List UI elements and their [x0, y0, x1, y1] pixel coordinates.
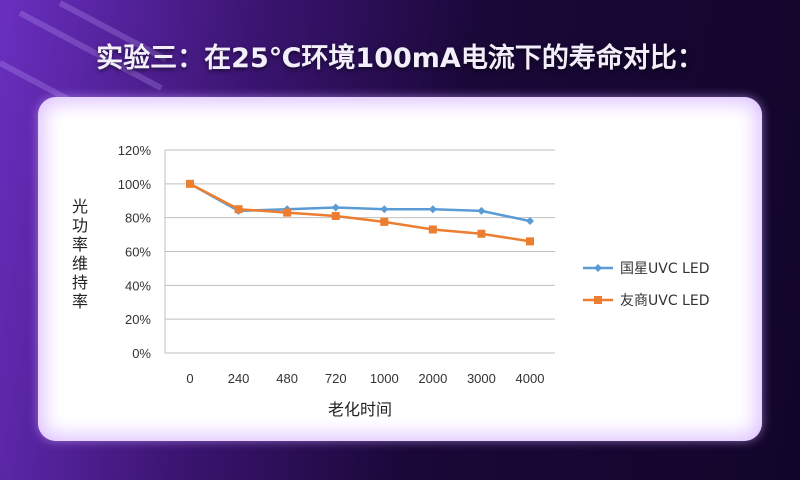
y-tick-label: 40%	[125, 278, 151, 293]
x-tick-label: 3000	[467, 371, 496, 386]
y-tick-label: 0%	[132, 346, 151, 361]
data-point	[331, 203, 340, 212]
legend-label: 友商UVC LED	[620, 293, 709, 309]
data-point	[234, 205, 243, 214]
y-tick-label: 80%	[125, 211, 151, 226]
y-tick-label: 60%	[125, 245, 151, 260]
slide-title: 实验三：在25℃环境100mA电流下的寿命对比：	[96, 43, 704, 74]
data-point	[380, 205, 389, 214]
y-axis-label-char: 光	[72, 197, 88, 216]
legend-marker	[594, 264, 602, 272]
x-tick-label: 1000	[370, 371, 399, 386]
data-point	[380, 217, 389, 226]
y-axis-label-char: 率	[72, 292, 88, 311]
y-axis-label-char: 持	[72, 273, 88, 292]
x-tick-label: 720	[325, 371, 347, 386]
y-tick-label: 100%	[118, 177, 152, 192]
data-point	[428, 225, 437, 234]
x-tick-label: 4000	[516, 371, 545, 386]
data-point	[477, 229, 486, 238]
x-tick-label: 480	[276, 371, 298, 386]
x-tick-label: 2000	[418, 371, 447, 386]
data-point	[186, 179, 194, 188]
y-axis-label-char: 维	[72, 254, 88, 273]
y-axis-label-char: 功	[72, 216, 88, 235]
series-line	[189, 182, 531, 243]
data-point	[283, 208, 292, 217]
legend-marker	[594, 296, 602, 304]
x-tick-label: 240	[228, 371, 250, 386]
chart-card	[38, 97, 762, 441]
data-point	[526, 217, 534, 226]
data-point	[477, 206, 486, 215]
y-tick-label: 20%	[125, 312, 151, 327]
x-tick-label: 0	[186, 371, 193, 386]
legend-label: 国星UVC LED	[620, 261, 709, 277]
y-axis-label-char: 率	[72, 235, 88, 254]
y-tick-label: 120%	[118, 143, 152, 158]
data-point	[331, 211, 340, 220]
series-line	[189, 182, 531, 223]
x-axis-label: 老化时间	[328, 400, 392, 419]
data-point	[428, 205, 437, 214]
data-point	[526, 237, 534, 246]
